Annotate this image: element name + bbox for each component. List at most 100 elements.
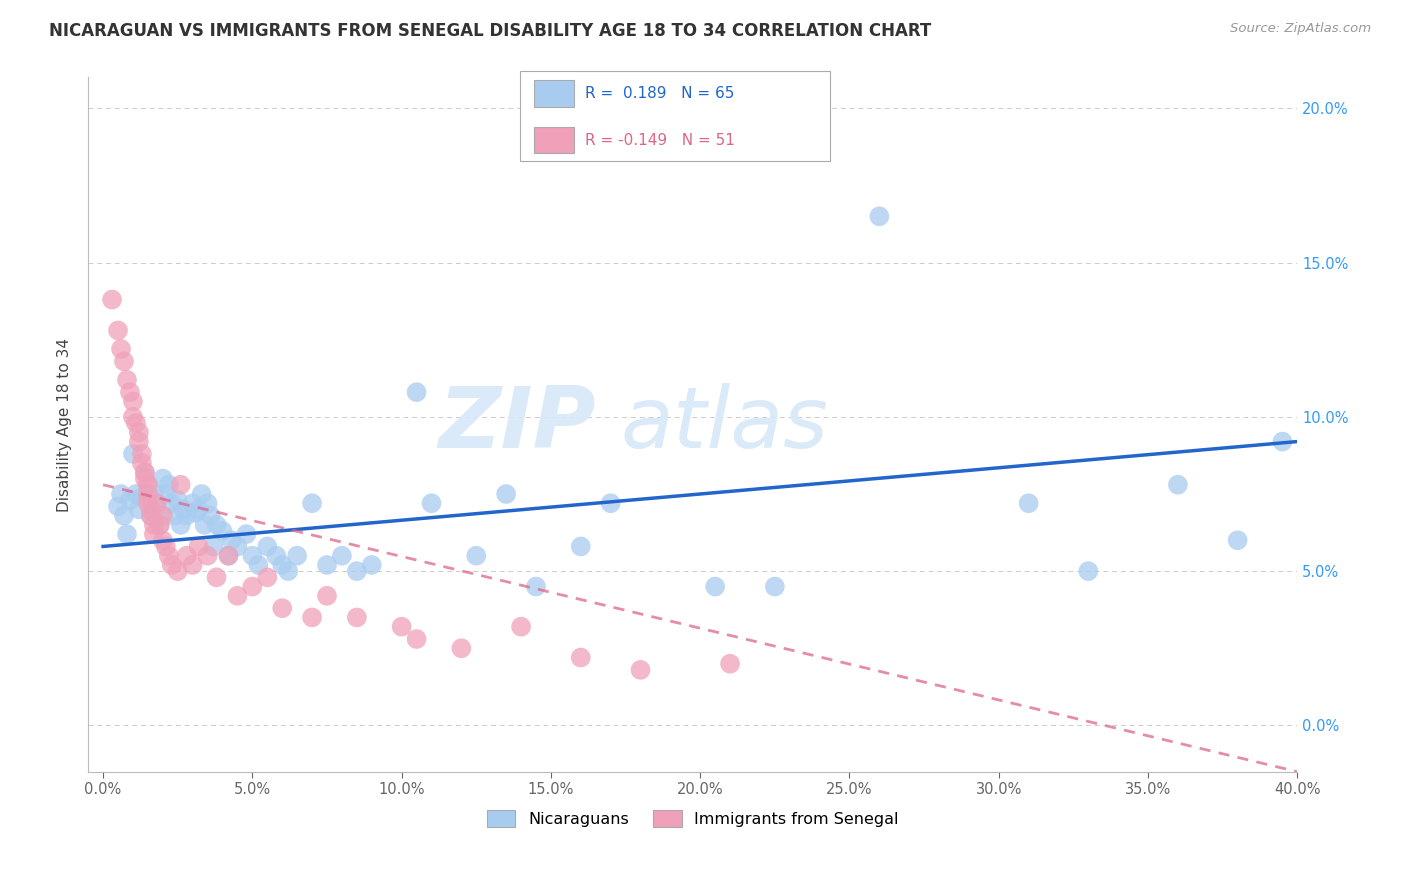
Point [128,425,150,440]
Point [142,487,165,501]
Point [226,589,249,603]
Point [510,620,533,634]
Point [226,540,249,554]
Point [271,558,294,572]
Point [569,650,592,665]
Y-axis label: Disability Age 18 to 34: Disability Age 18 to 34 [58,337,72,512]
Point [107,500,129,514]
Point [173,502,195,516]
Point [155,540,177,554]
Point [163,508,186,523]
Point [763,580,786,594]
Point [256,570,278,584]
Point [181,496,204,510]
Point [1077,564,1099,578]
Point [1167,477,1189,491]
Point [197,496,219,510]
Point [184,506,207,520]
Point [134,466,156,480]
Point [170,477,193,491]
Point [211,524,233,538]
Text: ZIP: ZIP [439,383,596,467]
Point [346,564,368,578]
Point [152,533,174,548]
Point [405,632,427,646]
Point [101,293,124,307]
Point [122,394,145,409]
Point [128,502,150,516]
Point [115,373,138,387]
Point [194,517,217,532]
Point [160,496,183,510]
Text: R = -0.149   N = 51: R = -0.149 N = 51 [585,133,735,147]
Point [118,493,141,508]
Point [218,549,240,563]
Point [134,466,156,480]
Point [330,549,353,563]
Point [107,323,129,337]
Point [205,570,228,584]
Point [1018,496,1040,510]
Point [495,487,517,501]
Point [136,487,159,501]
Point [134,472,156,486]
Point [200,508,222,523]
Point [868,209,890,223]
Point [166,493,188,508]
Point [157,477,180,491]
Point [149,517,172,532]
Point [122,447,145,461]
Point [139,502,162,516]
Point [131,456,153,470]
Point [125,487,148,501]
Point [704,580,727,594]
Point [301,496,323,510]
Point [128,434,150,449]
Point [115,527,138,541]
Point [122,409,145,424]
Point [125,416,148,430]
Point [277,564,299,578]
Point [197,549,219,563]
Point [136,496,159,510]
Point [405,385,427,400]
Point [139,508,162,523]
Point [218,549,240,563]
Point [264,549,287,563]
Point [247,558,270,572]
Point [205,517,228,532]
Point [155,487,177,501]
Point [152,508,174,523]
Point [112,354,135,368]
Point [149,517,172,532]
Point [190,487,212,501]
Point [450,641,472,656]
Point [391,620,413,634]
Point [316,558,339,572]
Point [142,527,165,541]
Point [316,589,339,603]
Point [718,657,741,671]
Point [256,540,278,554]
Point [465,549,488,563]
Point [360,558,382,572]
Point [136,477,159,491]
Point [240,580,263,594]
Point [1271,434,1294,449]
Point [146,496,169,510]
Point [420,496,443,510]
Point [146,502,169,516]
Point [301,610,323,624]
Point [599,496,621,510]
Point [136,477,159,491]
Text: atlas: atlas [620,383,828,467]
Point [166,564,188,578]
Point [176,508,198,523]
Point [285,549,308,563]
Text: NICARAGUAN VS IMMIGRANTS FROM SENEGAL DISABILITY AGE 18 TO 34 CORRELATION CHART: NICARAGUAN VS IMMIGRANTS FROM SENEGAL DI… [49,22,931,40]
Point [110,487,132,501]
Text: Source: ZipAtlas.com: Source: ZipAtlas.com [1230,22,1371,36]
Point [569,540,592,554]
Point [142,517,165,532]
Text: R =  0.189   N = 65: R = 0.189 N = 65 [585,87,734,101]
